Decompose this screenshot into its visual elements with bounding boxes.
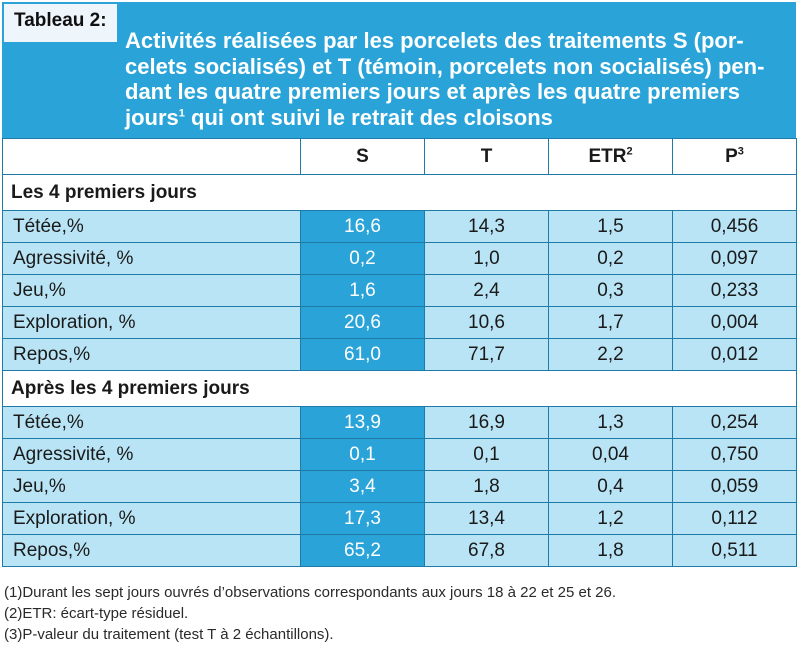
cell-etr: 1,7 (548, 306, 673, 339)
title-footnote-ref: 1 (178, 107, 185, 120)
cell-etr: 1,5 (548, 210, 673, 243)
title-line: dant les quatre premiers jours et après … (125, 79, 741, 104)
cell-t: 2,4 (424, 274, 549, 307)
table-row: Agressivité, % 0,1 0,1 0,04 0,750 (2, 438, 797, 471)
title-line-end: qui ont suivi le retrait des cloisons (184, 104, 553, 130)
column-footnote-ref: 2 (626, 145, 633, 158)
cell-t: 0,1 (424, 438, 549, 471)
table-row: Agressivité, % 0,2 1,0 0,2 0,097 (2, 242, 797, 275)
footnote: (3)P-valeur du traitement (test T à 2 éc… (4, 626, 334, 643)
footnote: (2)ETR: écart-type résiduel. (4, 605, 189, 622)
table-row: Tétée,% 13,9 16,9 1,3 0,254 (2, 406, 797, 439)
cell-etr: 1,2 (548, 502, 673, 535)
row-label: Agressivité, % (2, 242, 301, 275)
row-label: Jeu,% (2, 470, 301, 503)
cell-p: 0,012 (672, 338, 797, 371)
activities-table: S T ETR2 P3 Les 4 premiers jours Tétée,% 1… (2, 138, 797, 567)
cell-p: 0,254 (672, 406, 797, 439)
cell-t: 1,0 (424, 242, 549, 275)
corner-cell (2, 138, 301, 175)
cell-p: 0,511 (672, 534, 797, 567)
cell-s: 3,4 (300, 470, 425, 503)
column-label: ETR (588, 145, 627, 167)
cell-s: 0,2 (300, 242, 425, 275)
cell-p: 0,004 (672, 306, 797, 339)
title-line-last: jours1 qui ont suivi le retrait des cloi… (125, 105, 775, 131)
section-title: Après les 4 premiers jours (2, 370, 797, 407)
footnotes: (1)Durant les sept jours ouvrés d’observ… (4, 582, 794, 645)
table-row: Exploration, % 20,6 10,6 1,7 0,004 (2, 306, 797, 339)
cell-etr: 0,2 (548, 242, 673, 275)
row-label: Exploration, % (2, 502, 301, 535)
cell-p: 0,233 (672, 274, 797, 307)
column-header-t: T (424, 138, 549, 175)
cell-etr: 0,4 (548, 470, 673, 503)
column-header-etr: ETR2 (548, 138, 673, 175)
cell-t: 1,8 (424, 470, 549, 503)
table-header-banner: Tableau 2: Activités réalisées par les p… (2, 2, 796, 138)
cell-s: 13,9 (300, 406, 425, 439)
table-row: Jeu,% 1,6 2,4 0,3 0,233 (2, 274, 797, 307)
row-label: Exploration, % (2, 306, 301, 339)
cell-p: 0,059 (672, 470, 797, 503)
table-row: Repos,% 61,0 71,7 2,2 0,012 (2, 338, 797, 371)
cell-t: 10,6 (424, 306, 549, 339)
section-title: Les 4 premiers jours (2, 174, 797, 211)
title-line: Activités réalisées par les porcelets de… (125, 28, 744, 53)
cell-s: 17,3 (300, 502, 425, 535)
column-label: S (356, 145, 369, 167)
footnote: (1)Durant les sept jours ouvrés d’observ… (4, 584, 617, 601)
column-label: P (725, 145, 738, 167)
row-label: Tétée,% (2, 210, 301, 243)
cell-p: 0,456 (672, 210, 797, 243)
cell-t: 13,4 (424, 502, 549, 535)
column-label: T (480, 145, 493, 167)
cell-s: 61,0 (300, 338, 425, 371)
table-row: Repos,% 65,2 67,8 1,8 0,511 (2, 534, 797, 567)
table-row: Tétée,% 16,6 14,3 1,5 0,456 (2, 210, 797, 243)
column-header-p: P3 (672, 138, 797, 175)
table-row: Exploration, % 17,3 13,4 1,2 0,112 (2, 502, 797, 535)
cell-etr: 1,8 (548, 534, 673, 567)
section-header-row: Les 4 premiers jours (2, 174, 797, 211)
cell-etr: 2,2 (548, 338, 673, 371)
row-label: Repos,% (2, 534, 301, 567)
cell-t: 67,8 (424, 534, 549, 567)
column-header-row: S T ETR2 P3 (2, 138, 797, 175)
row-label: Jeu,% (2, 274, 301, 307)
table-title: Activités réalisées par les porcelets de… (125, 28, 775, 130)
cell-p: 0,097 (672, 242, 797, 275)
cell-s: 20,6 (300, 306, 425, 339)
cell-s: 1,6 (300, 274, 425, 307)
cell-s: 16,6 (300, 210, 425, 243)
column-footnote-ref: 3 (737, 145, 744, 158)
row-label: Agressivité, % (2, 438, 301, 471)
cell-p: 0,112 (672, 502, 797, 535)
title-line: celets socialisés) et T (témoin, porcele… (125, 53, 765, 79)
cell-t: 14,3 (424, 210, 549, 243)
title-line: jours (125, 104, 179, 130)
cell-p: 0,750 (672, 438, 797, 471)
table-row: Jeu,% 3,4 1,8 0,4 0,059 (2, 470, 797, 503)
cell-s: 65,2 (300, 534, 425, 567)
cell-etr: 0,04 (548, 438, 673, 471)
cell-s: 0,1 (300, 438, 425, 471)
row-label: Tétée,% (2, 406, 301, 439)
column-header-s: S (300, 138, 425, 175)
cell-t: 71,7 (424, 338, 549, 371)
cell-t: 16,9 (424, 406, 549, 439)
table-tag: Tableau 2: (4, 4, 117, 42)
row-label: Repos,% (2, 338, 301, 371)
cell-etr: 1,3 (548, 406, 673, 439)
section-header-row: Après les 4 premiers jours (2, 370, 797, 407)
cell-etr: 0,3 (548, 274, 673, 307)
